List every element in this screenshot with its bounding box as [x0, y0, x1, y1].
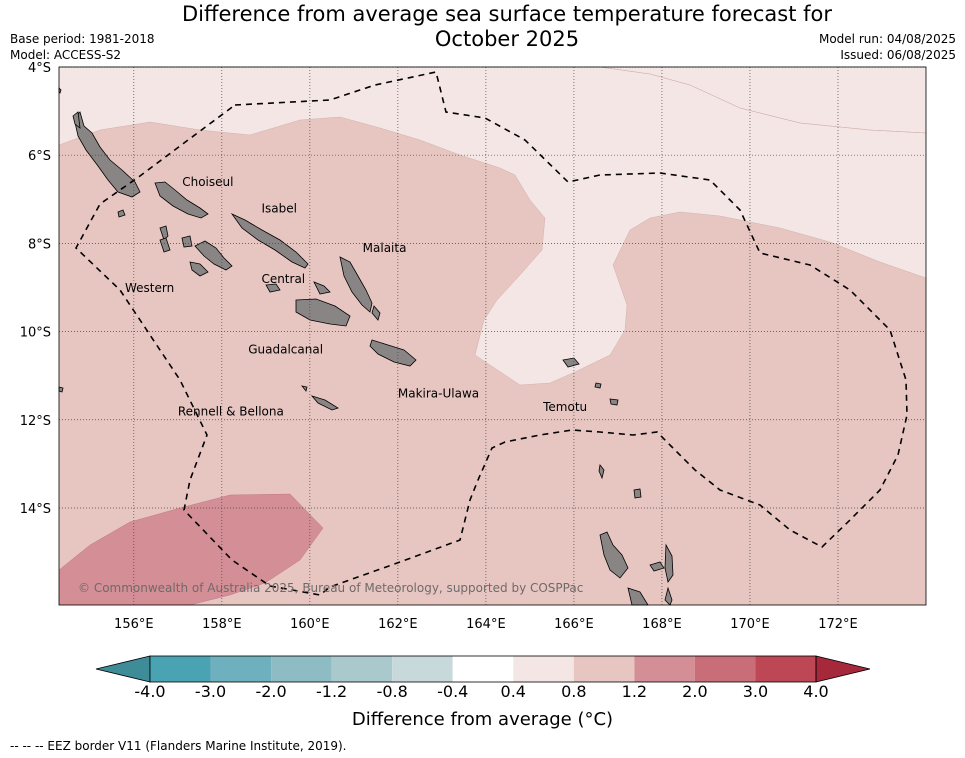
region-label: Isabel [261, 202, 296, 216]
colorbar-segment [634, 656, 695, 682]
region-label: Guadalcanal [248, 343, 323, 357]
sst-map: 156°E 158°E 160°E 162°E 164°E 166°E 168°E 170°E… [20, 61, 927, 683]
lat-tick-label: 8°S [28, 237, 51, 252]
island-makira [369, 339, 417, 367]
model-name: Model: ACCESS-S2 [10, 48, 122, 62]
island-utupua [594, 382, 602, 389]
eez-border [75, 71, 908, 596]
land-masses [58, 87, 674, 606]
colorbar-tick-label: -0.4 [437, 682, 469, 701]
island-east-edge [58, 386, 64, 393]
region-label: Choiseul [182, 175, 233, 189]
copyright-notice: © Commonwealth of Australia 2025, Bureau… [78, 581, 583, 595]
island-vella-lavella [159, 225, 169, 241]
island-kolombangara [181, 235, 193, 248]
colorbar-extend-high [815, 655, 871, 683]
island-espiritu-santo [599, 531, 629, 579]
lat-tick-label: 14°S [20, 502, 51, 517]
island-new-georgia [194, 240, 233, 271]
colorbar-tick-label: -0.8 [376, 682, 408, 701]
colorbar-segment [150, 656, 211, 682]
colorbar-tick-labels: -4.0 -3.0 -2.0 -1.2 -0.8 -0.4 0.4 0.8 1.2 2.0 3.0 4… [0, 682, 965, 704]
map-title: Difference from average sea surface temp… [182, 2, 832, 51]
colorbar-segment [755, 656, 816, 682]
island-malaita [339, 256, 373, 313]
island-bellona [301, 385, 308, 392]
island-bougainville [73, 111, 141, 198]
island-guadalcanal [295, 298, 351, 327]
colorbar-segment [573, 656, 635, 682]
colorbar-segment [694, 656, 756, 682]
colorbar [95, 655, 871, 683]
island-ranongga [159, 237, 171, 253]
island-russell [265, 283, 281, 293]
colorbar-tick-label: 3.0 [742, 682, 769, 701]
region-labels: Choiseul Isabel Malaita Western Central Guada… [125, 175, 587, 418]
model-run: Model run: 04/08/2025 [818, 32, 956, 46]
colorbar-tick-label: 2.0 [682, 682, 708, 701]
meta-right: Model run: 04/08/2025 Issued: 06/08/2025 [819, 31, 956, 63]
lon-tick-label: 162°E [378, 617, 418, 632]
base-period: Base period: 1981-2018 [10, 32, 155, 46]
lat-tick-label: 10°S [20, 326, 51, 341]
colorbar-tick-label: 0.8 [561, 682, 587, 701]
lon-tick-label: 170°E [730, 617, 770, 632]
region-label: Central [261, 272, 305, 286]
island-choiseul [154, 181, 209, 219]
island-shortlands [117, 209, 126, 218]
issued-date: Issued: 06/08/2025 [840, 48, 956, 62]
colorbar-tick-label: 0.4 [500, 682, 526, 701]
eez-legend-note: -- -- -- EEZ border V11 (Flanders Marine… [10, 739, 347, 753]
island-isabel [230, 213, 309, 269]
colorbar-segment [331, 656, 393, 682]
lon-tick-label: 172°E [818, 617, 858, 632]
lon-tick-label: 164°E [466, 617, 506, 632]
anomaly-area-0.4-0.8-north [59, 67, 926, 386]
lon-tick-label: 166°E [554, 617, 594, 632]
island-rennell [310, 395, 339, 411]
lon-tick-label: 160°E [290, 617, 330, 632]
colorbar-frame [149, 655, 817, 683]
island-small-malaita [371, 305, 381, 321]
lat-tick-label: 4°S [28, 61, 51, 76]
colorbar-segment [452, 656, 514, 682]
region-label: Rennell & Bellona [178, 404, 284, 418]
colorbar-tick-label: -2.0 [255, 682, 287, 701]
island-torres [598, 464, 605, 480]
colorbar-extend-low [95, 655, 151, 683]
region-label: Malaita [363, 241, 407, 255]
colorbar-segment [210, 656, 272, 682]
region-label: Temotu [542, 400, 587, 414]
colorbar-title: Difference from average (°C) [351, 709, 614, 730]
lon-tick-label: 158°E [202, 617, 242, 632]
axis-ticks: 156°E 158°E 160°E 162°E 164°E 166°E 168°E 170°E… [20, 61, 858, 632]
colorbar-segment [392, 656, 453, 682]
lon-tick-label: 156°E [114, 617, 154, 632]
anomaly-area-1.2-2.0 [59, 493, 324, 605]
island-banks [633, 488, 642, 499]
colorbar-tick-label: 4.0 [803, 682, 829, 701]
colorbar-tick-label: -4.0 [134, 682, 166, 701]
island-nukumanu [72, 111, 81, 129]
plot-frame [58, 66, 927, 606]
region-label: Western [125, 281, 174, 295]
region-label: Makira-Ulawa [398, 387, 479, 401]
lon-tick-label: 168°E [642, 617, 682, 632]
island-ndeni [562, 357, 580, 368]
lat-tick-label: 12°S [20, 414, 51, 429]
colorbar-segment [271, 656, 332, 682]
island-rendova [189, 261, 209, 277]
island-florida [313, 281, 331, 295]
colorbar-segment [513, 656, 574, 682]
colorbar-tick-label: -1.2 [316, 682, 348, 701]
island-ambae [649, 561, 665, 572]
island-vanikoro [609, 398, 619, 406]
colorbar-tick-label: 1.2 [621, 682, 648, 701]
meta-left: Base period: 1981-2018 Model: ACCESS-S2 [10, 31, 155, 63]
anomaly-layers [59, 67, 926, 605]
island-maewo [664, 543, 674, 583]
lat-tick-label: 6°S [28, 149, 51, 164]
colorbar-tick-label: -3.0 [194, 682, 227, 701]
